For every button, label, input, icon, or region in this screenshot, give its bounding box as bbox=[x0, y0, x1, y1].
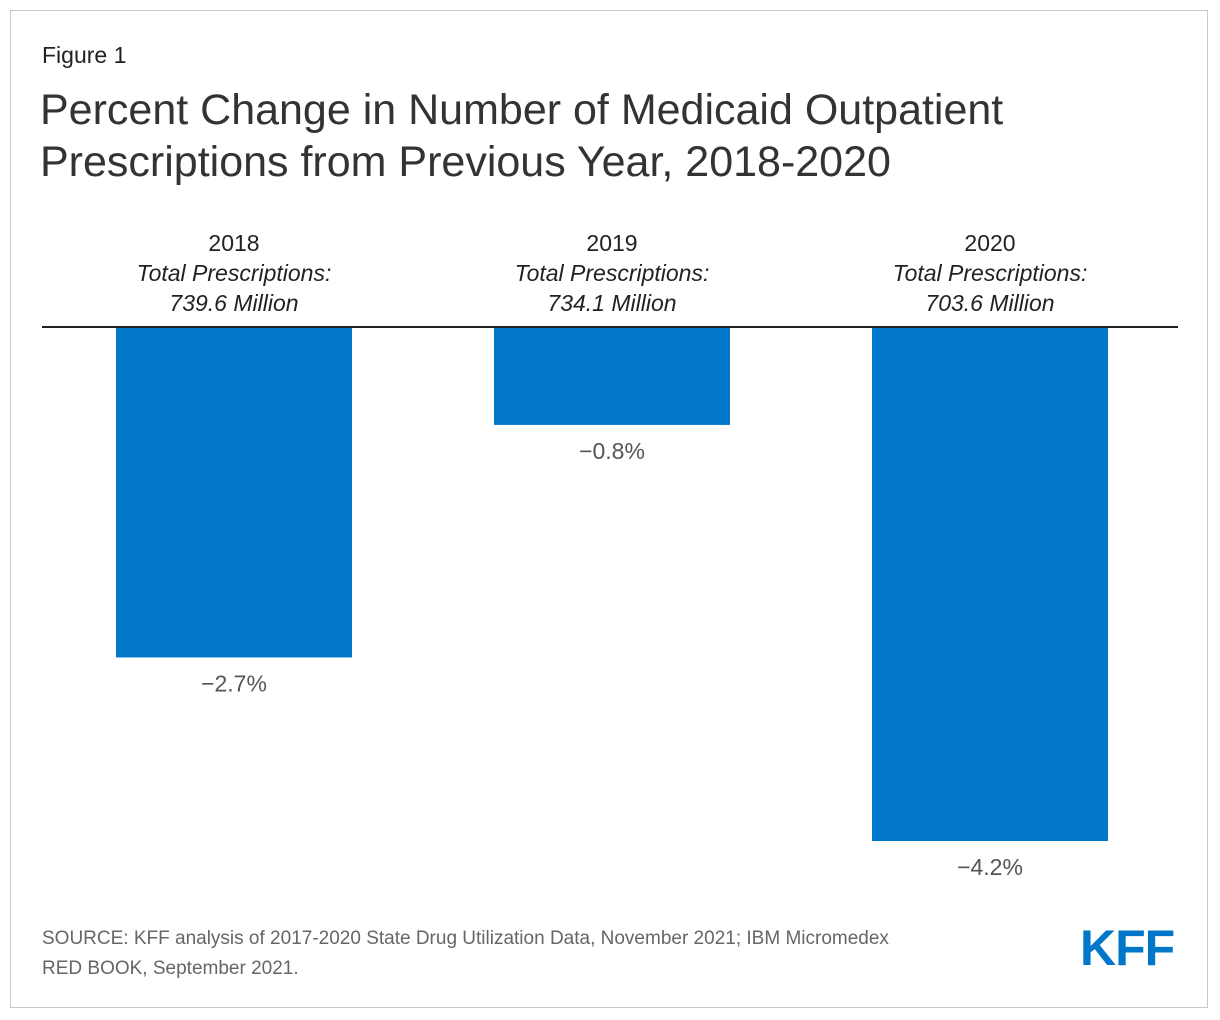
chart-title: Percent Change in Number of Medicaid Out… bbox=[40, 84, 1180, 188]
bar-2018 bbox=[116, 327, 352, 658]
category-label: 2019 bbox=[586, 230, 637, 256]
category-label: 2020 bbox=[964, 230, 1015, 256]
category-label: 2018 bbox=[208, 230, 259, 256]
category-total: 734.1 Million bbox=[547, 290, 676, 316]
source-line-1: SOURCE: KFF analysis of 2017-2020 State … bbox=[42, 928, 889, 949]
figure-label: Figure 1 bbox=[42, 42, 127, 68]
category-subtitle: Total Prescriptions: bbox=[515, 260, 710, 286]
bar-2020 bbox=[872, 327, 1108, 841]
source-line-2: RED BOOK, September 2021. bbox=[42, 958, 299, 979]
category-total: 703.6 Million bbox=[925, 290, 1054, 316]
category-subtitle: Total Prescriptions: bbox=[893, 260, 1088, 286]
chart-title-line-2: Prescriptions from Previous Year, 2018-2… bbox=[40, 138, 891, 186]
source-note: SOURCE: KFF analysis of 2017-2020 State … bbox=[42, 924, 1042, 984]
chart-title-line-1: Percent Change in Number of Medicaid Out… bbox=[40, 86, 1004, 134]
category-subtitle: Total Prescriptions: bbox=[137, 260, 332, 286]
data-label: −2.7% bbox=[201, 670, 267, 696]
data-label: −0.8% bbox=[579, 438, 645, 464]
kff-logo: KFF bbox=[1080, 920, 1175, 976]
category-total: 739.6 Million bbox=[169, 290, 298, 316]
data-label: −4.2% bbox=[957, 854, 1023, 880]
bar-2019 bbox=[494, 327, 730, 425]
